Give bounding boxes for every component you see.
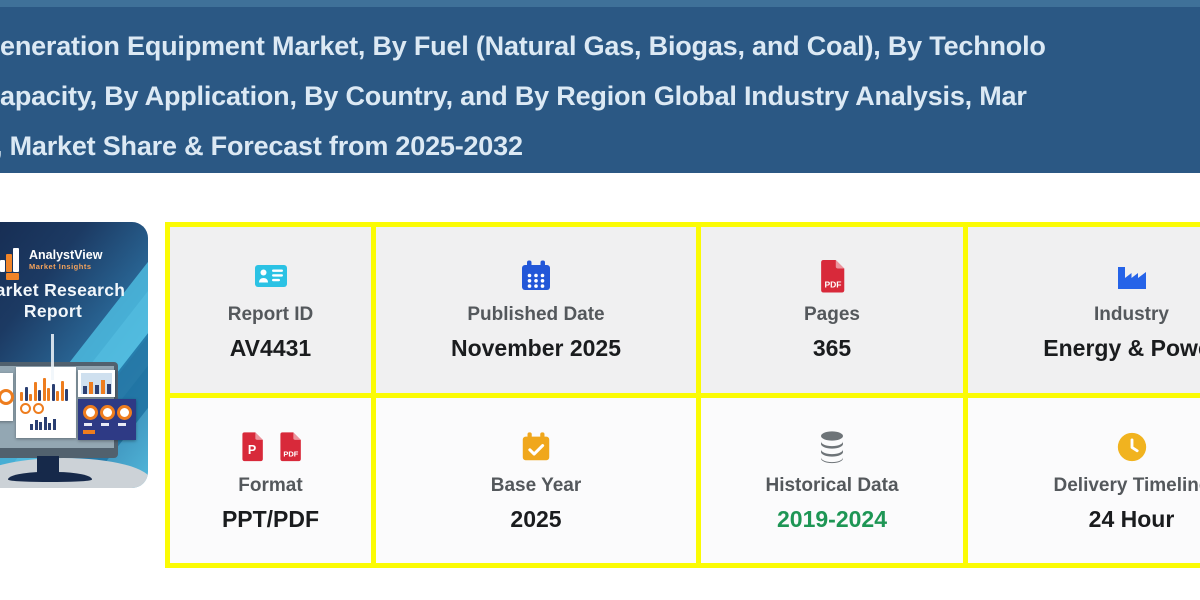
- brand-name: AnalystView: [29, 248, 103, 262]
- donut-chart-icon: [100, 405, 115, 420]
- ppt-file-icon: P: [241, 432, 263, 462]
- info-cell-delivery-timeline: Delivery Timeline 24 Hour: [968, 397, 1200, 563]
- svg-text:PDF: PDF: [283, 450, 298, 459]
- monitor-stand-base: [8, 472, 92, 482]
- info-cell-published-date: Published Date November 2025: [376, 227, 696, 393]
- info-label: Delivery Timeline: [1053, 474, 1200, 496]
- info-label: Base Year: [490, 474, 582, 496]
- top-accent-strip: [0, 0, 1200, 7]
- cover-title-line-2: Report: [23, 301, 83, 321]
- report-cover-image: AnalystView Market Insights Market Resea…: [0, 222, 148, 488]
- pdf-file-icon: PDF: [279, 432, 301, 462]
- calendar-check-icon: [519, 428, 553, 466]
- bar-chart-icon: [30, 416, 72, 430]
- brand-tagline: Market Insights: [29, 262, 92, 271]
- report-title-line-2: apacity, By Application, By Country, and…: [0, 81, 1027, 111]
- info-value: 2019-2024: [777, 505, 887, 532]
- database-icon: [814, 428, 850, 466]
- info-cell-base-year: Base Year 2025: [376, 397, 696, 563]
- cover-chart-card-top-right: [78, 370, 115, 397]
- cover-title-line-1: Market Research: [0, 280, 126, 300]
- donut-chart-icon: [0, 389, 14, 405]
- info-cell-historical-data: Historical Data 2019-2024: [701, 397, 963, 563]
- id-card-icon: [252, 257, 290, 295]
- donut-chart-icon: [20, 403, 72, 414]
- bar-chart-icon: [20, 375, 72, 401]
- info-label: Pages: [804, 304, 860, 326]
- cover-title: Market Research Report: [0, 280, 148, 322]
- pdf-file-icon: PDF: [815, 257, 849, 295]
- factory-icon: [1113, 257, 1151, 295]
- svg-text:P: P: [247, 443, 255, 457]
- info-label: Published Date: [467, 304, 605, 326]
- info-cell-format: P PDF Format PPT/PDF: [170, 397, 371, 563]
- calendar-icon: [518, 257, 554, 295]
- info-value: Energy & Power: [1043, 335, 1200, 362]
- info-value: November 2025: [450, 335, 622, 362]
- cover-pointer-line: [51, 334, 54, 380]
- info-cell-pages: PDF Pages 365: [701, 227, 963, 393]
- report-title-line-3: , Market Share & Forecast from 2025-2032: [0, 131, 523, 161]
- donut-chart-icon: [117, 405, 132, 420]
- ppt-pdf-icons: P PDF: [237, 428, 305, 466]
- clock-icon: [1115, 428, 1149, 466]
- report-title-line-1: eneration Equipment Market, By Fuel (Nat…: [0, 31, 1046, 61]
- monitor-stand: [37, 456, 59, 474]
- info-value: PPT/PDF: [221, 505, 320, 532]
- info-label: Industry: [1094, 304, 1169, 326]
- info-label: Report ID: [227, 304, 314, 326]
- svg-text:PDF: PDF: [824, 280, 841, 290]
- cover-chart-card-left: [0, 373, 14, 421]
- info-value: 2025: [510, 505, 562, 532]
- donut-chart-icon: [83, 405, 98, 420]
- analystview-logo-icon: [0, 248, 24, 280]
- info-value: 365: [812, 335, 852, 362]
- info-value: 24 Hour: [1088, 505, 1175, 532]
- info-label: Format: [238, 474, 303, 496]
- info-cell-industry: Industry Energy & Power: [968, 227, 1200, 393]
- cover-chart-card-donuts: [78, 399, 136, 440]
- bar-chart-icon: [81, 373, 112, 394]
- info-value: AV4431: [229, 335, 312, 362]
- cover-chart-card-center: [16, 367, 76, 438]
- info-cell-report-id: Report ID AV4431: [170, 227, 371, 393]
- report-title-banner: eneration Equipment Market, By Fuel (Nat…: [0, 7, 1200, 173]
- analystview-logo: AnalystView Market Insights: [0, 248, 103, 280]
- report-info-grid: Report ID AV4431 Published Date November…: [165, 222, 1200, 568]
- info-label: Historical Data: [765, 474, 899, 496]
